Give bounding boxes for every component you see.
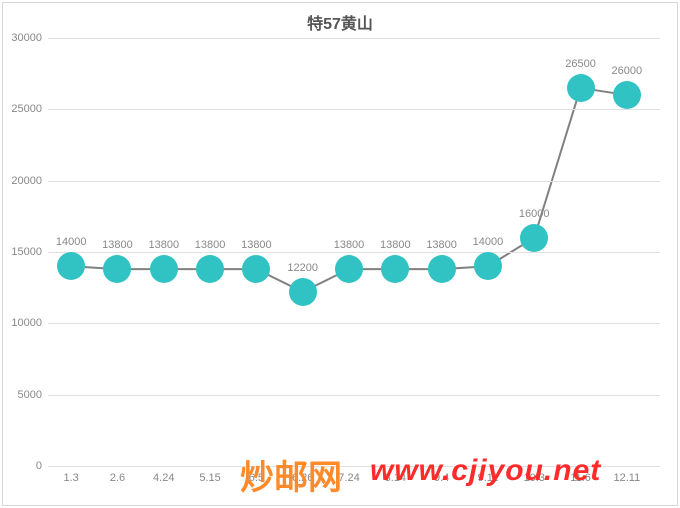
data-label: 13800: [195, 239, 226, 251]
data-label: 13800: [102, 239, 133, 251]
data-label: 14000: [473, 236, 504, 248]
data-point: [567, 74, 595, 102]
data-point: [242, 255, 270, 283]
y-tick-label: 30000: [11, 32, 42, 44]
x-tick-label: 10.3: [524, 472, 545, 484]
plot-area: 0500010000150002000025000300001.32.64.24…: [48, 38, 660, 466]
data-point: [103, 255, 131, 283]
x-tick-label: 4.24: [153, 472, 174, 484]
gridline: [48, 466, 660, 467]
data-label: 13800: [334, 239, 365, 251]
data-label: 12200: [287, 262, 318, 274]
chart-title: 特57黄山: [0, 10, 680, 34]
x-tick-label: 9.11: [478, 472, 499, 484]
gridline: [48, 323, 660, 324]
data-point: [474, 252, 502, 280]
gridline: [48, 109, 660, 110]
data-label: 26000: [612, 65, 643, 77]
data-point: [57, 252, 85, 280]
data-label: 16000: [519, 208, 550, 220]
data-label: 13800: [380, 239, 411, 251]
gridline: [48, 395, 660, 396]
data-point: [150, 255, 178, 283]
data-point: [196, 255, 224, 283]
x-tick-label: 6.5: [249, 472, 264, 484]
x-tick-label: 9.4: [434, 472, 449, 484]
x-tick-label: 7.24: [338, 472, 359, 484]
y-tick-label: 20000: [11, 175, 42, 187]
data-point: [520, 224, 548, 252]
x-tick-label: 6.26: [292, 472, 313, 484]
data-label: 26500: [565, 58, 596, 70]
data-label: 13800: [241, 239, 272, 251]
x-tick-label: 1.3: [63, 472, 78, 484]
y-tick-label: 25000: [11, 103, 42, 115]
y-tick-label: 0: [36, 460, 42, 472]
y-tick-label: 15000: [11, 246, 42, 258]
data-label: 13800: [426, 239, 457, 251]
x-tick-label: 8.14: [385, 472, 406, 484]
x-tick-label: 5.15: [199, 472, 220, 484]
x-tick-label: 12.11: [613, 472, 640, 484]
data-point: [335, 255, 363, 283]
gridline: [48, 252, 660, 253]
x-tick-label: 2.6: [110, 472, 125, 484]
data-label: 13800: [148, 239, 179, 251]
y-tick-label: 5000: [18, 389, 42, 401]
data-point: [381, 255, 409, 283]
y-tick-label: 10000: [11, 317, 42, 329]
x-tick-label: 11.6: [570, 472, 591, 484]
data-point: [428, 255, 456, 283]
gridline: [48, 38, 660, 39]
data-point: [613, 81, 641, 109]
gridline: [48, 181, 660, 182]
data-label: 14000: [56, 236, 87, 248]
data-point: [289, 278, 317, 306]
